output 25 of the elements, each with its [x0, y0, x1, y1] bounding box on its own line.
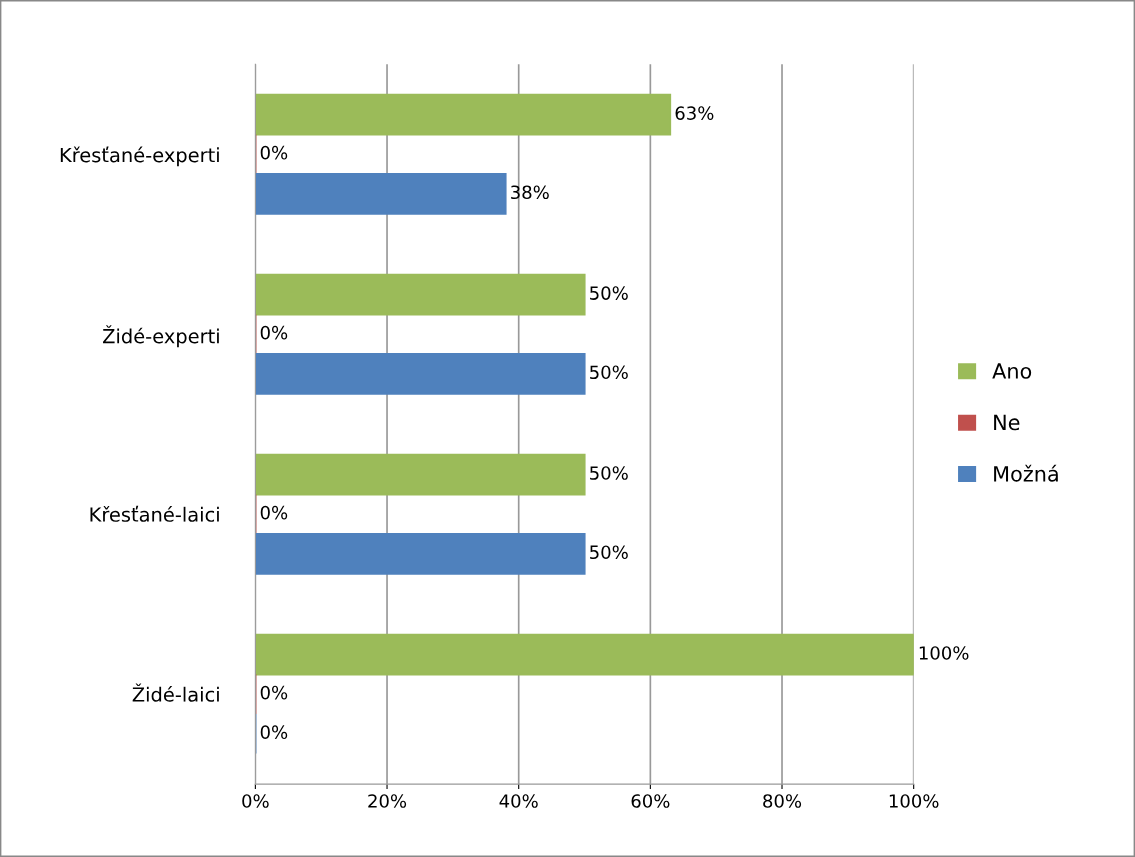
x-tick-label: 40% — [499, 794, 538, 808]
x-tick-label: 0% — [242, 794, 269, 808]
data-label: 38% — [511, 185, 549, 200]
y-tick-label: Židé-laici — [132, 683, 219, 702]
data-label: 0% — [260, 505, 288, 520]
data-label: 50% — [590, 286, 628, 300]
data-label: 0% — [260, 725, 288, 739]
data-label: 0% — [260, 145, 288, 160]
y-tick-label: Křesťané-experti — [60, 146, 219, 167]
data-label: 50% — [590, 466, 628, 480]
data-label: 50% — [590, 545, 628, 560]
x-tick-label: 20% — [368, 794, 407, 808]
x-tick-label: 100% — [889, 794, 939, 808]
data-label: 63% — [675, 106, 714, 120]
data-label: 0% — [260, 325, 288, 340]
data-label: 50% — [590, 365, 628, 380]
x-tick-label: 80% — [763, 794, 802, 808]
y-tick-label: Křesťané-laici — [90, 505, 219, 522]
x-tick-label: 60% — [631, 794, 670, 808]
legend-label: Možná — [994, 464, 1058, 482]
data-label: 100% — [919, 646, 969, 660]
legend-label: Ne — [994, 414, 1020, 431]
data-label: 0% — [260, 685, 288, 700]
legend-label: Ano — [992, 363, 1032, 379]
y-tick-label: Židé-experti — [103, 325, 219, 348]
